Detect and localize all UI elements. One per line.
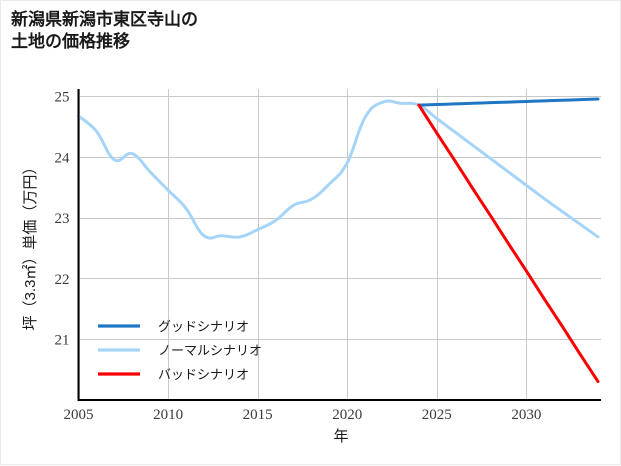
series-line-1 <box>77 99 600 240</box>
x-axis-tick-labels: 2005 2010 2015 2020 2025 2030 <box>64 407 542 423</box>
gridlines <box>78 89 601 400</box>
x-tick-label: 2005 <box>64 407 94 423</box>
x-tick-label: 2025 <box>422 407 452 423</box>
y-tick-label: 23 <box>55 211 70 227</box>
y-tick-label: 21 <box>55 333 70 349</box>
legend-label-1: ノーマルシナリオ <box>158 343 262 358</box>
y-axis-title: 坪（3.3㎡）単価（万円） <box>22 160 39 331</box>
x-tick-label: 2015 <box>243 407 273 423</box>
y-tick-label: 22 <box>55 272 70 288</box>
y-tick-label: 25 <box>55 90 70 106</box>
series-line-0 <box>417 97 600 107</box>
legend-label-0: グッドシナリオ <box>158 319 249 334</box>
y-tick-label: 24 <box>55 150 71 166</box>
axis-spines <box>77 89 601 402</box>
x-tick-label: 2030 <box>511 407 541 423</box>
legend-label-2: バッドシナリオ <box>158 367 249 382</box>
y-axis-tick-labels: 21 22 23 24 25 <box>55 90 71 349</box>
x-tick-label: 2010 <box>153 407 183 423</box>
x-tick-label: 2020 <box>332 407 362 423</box>
data-series-group <box>77 97 600 384</box>
x-axis-title: 年 <box>333 428 348 445</box>
page-title: 新潟県新潟市東区寺山の 土地の価格推移 <box>11 10 198 52</box>
series-line-2 <box>417 103 600 384</box>
